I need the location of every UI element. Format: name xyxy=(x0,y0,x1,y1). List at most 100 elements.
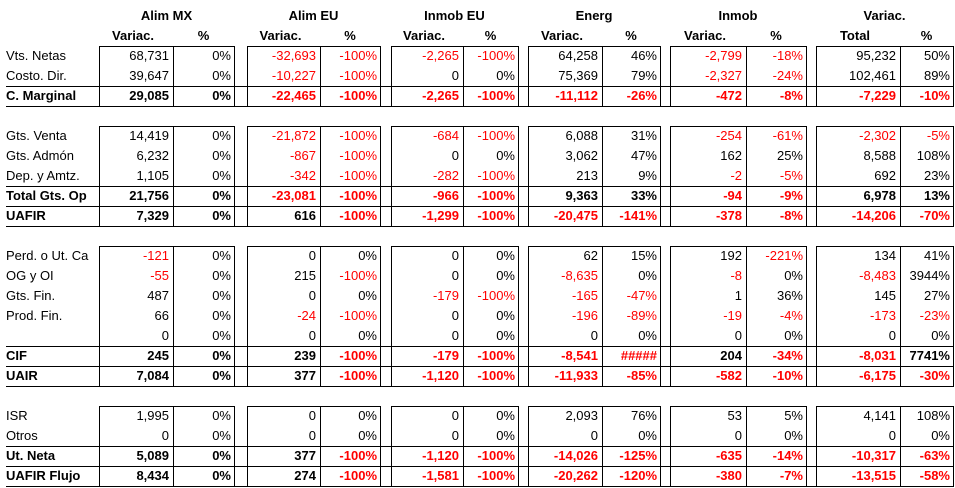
cell-value: -11,112 xyxy=(555,88,598,103)
cell-value: -6,175 xyxy=(859,368,896,383)
cell-value: 66 xyxy=(154,308,169,323)
group-top-border xyxy=(816,126,954,127)
cell-value: 8,434 xyxy=(136,468,169,483)
cell-value: -254 xyxy=(715,128,742,143)
cell-value: -14,206 xyxy=(851,208,896,223)
cell-percent: -100% xyxy=(339,448,377,463)
row-top-border xyxy=(6,466,954,467)
group-top-border xyxy=(816,246,954,247)
cell-percent: 9% xyxy=(638,168,657,183)
cell-percent: 5% xyxy=(784,408,803,423)
group-left-border xyxy=(528,406,529,487)
cell-value: -121 xyxy=(142,248,169,263)
row-label: UAFIR Flujo xyxy=(6,468,81,483)
cell-percent: -85% xyxy=(626,368,657,383)
cell-percent: 23% xyxy=(923,168,950,183)
cell-percent: -100% xyxy=(339,48,377,63)
row-label: UAIR xyxy=(6,368,38,383)
cell-value: -13,515 xyxy=(851,468,896,483)
group-top-border xyxy=(247,126,381,127)
group-right-border xyxy=(806,46,807,107)
cell-percent: -100% xyxy=(339,68,377,83)
cell-value: -24 xyxy=(297,308,316,323)
cell-value: -2,265 xyxy=(422,48,459,63)
cell-value: 62 xyxy=(583,248,598,263)
group-mid-border xyxy=(746,246,747,387)
cell-percent: 0% xyxy=(212,148,231,163)
cell-value: -2,265 xyxy=(422,88,459,103)
cell-value: -10,227 xyxy=(271,68,316,83)
row-label: Prod. Fin. xyxy=(6,308,63,323)
group-bottom-border xyxy=(528,486,661,487)
group-bottom-border xyxy=(670,226,807,227)
cell-percent: 0% xyxy=(212,168,231,183)
cell-value: 0 xyxy=(451,248,459,263)
cell-value: -20,262 xyxy=(553,468,598,483)
row-label: Perd. o Ut. Ca xyxy=(6,248,89,263)
cell-value: 692 xyxy=(874,168,896,183)
group-left-border xyxy=(528,46,529,107)
group-left-border xyxy=(670,406,671,487)
cell-percent: 0% xyxy=(496,268,515,283)
cell-value: 95,232 xyxy=(856,48,896,63)
cell-percent: 0% xyxy=(358,408,377,423)
cell-percent: -30% xyxy=(919,368,950,383)
group-top-border xyxy=(528,46,661,47)
cell-value: 68,731 xyxy=(129,48,169,63)
group-left-border xyxy=(670,46,671,107)
group-header-variac: Variac. xyxy=(541,28,583,43)
group-right-border xyxy=(953,246,954,387)
group-left-border xyxy=(391,126,392,227)
cell-value: 0 xyxy=(451,308,459,323)
group-right-border xyxy=(518,46,519,107)
group-mid-border xyxy=(320,246,321,387)
cell-value: 134 xyxy=(874,248,896,263)
cell-value: 0 xyxy=(590,328,598,343)
cell-value: 377 xyxy=(294,368,316,383)
group-right-border xyxy=(380,246,381,387)
group-right-border xyxy=(234,46,235,107)
cell-value: -10,317 xyxy=(851,448,896,463)
cell-percent: -100% xyxy=(477,48,515,63)
group-left-border xyxy=(99,406,100,487)
cell-value: 6,088 xyxy=(565,128,598,143)
cell-value: -22,465 xyxy=(271,88,316,103)
group-header-pct: % xyxy=(625,28,637,43)
cell-percent: -9% xyxy=(779,188,803,203)
group-left-border xyxy=(99,126,100,227)
group-mid-border xyxy=(746,46,747,107)
row-label: CIF xyxy=(6,348,27,363)
cell-value: -8,635 xyxy=(561,268,598,283)
cell-percent: -100% xyxy=(339,348,377,363)
cell-percent: 25% xyxy=(776,148,803,163)
group-top-border xyxy=(670,246,807,247)
cell-value: 4,141 xyxy=(863,408,896,423)
cell-value: -380 xyxy=(715,468,742,483)
group-header-title: Energ xyxy=(575,8,613,23)
cell-percent: 36% xyxy=(776,288,803,303)
group-top-border xyxy=(99,406,235,407)
cell-value: 102,461 xyxy=(849,68,896,83)
cell-value: 0 xyxy=(451,268,459,283)
group-right-border xyxy=(518,406,519,487)
cell-value: 5,089 xyxy=(136,448,169,463)
group-left-border xyxy=(247,46,248,107)
group-bottom-border xyxy=(816,386,954,387)
cell-percent: -100% xyxy=(339,368,377,383)
group-right-border xyxy=(660,46,661,107)
group-left-border xyxy=(391,406,392,487)
cell-percent: -100% xyxy=(477,448,515,463)
cell-value: 0 xyxy=(590,428,598,443)
cell-value: -582 xyxy=(715,368,742,383)
row-top-border xyxy=(6,186,954,187)
cell-percent: -100% xyxy=(477,368,515,383)
cell-value: 0 xyxy=(734,328,742,343)
group-bottom-border xyxy=(247,486,381,487)
cell-percent: -23% xyxy=(919,308,950,323)
group-top-border xyxy=(670,46,807,47)
group-top-border xyxy=(816,46,954,47)
cell-value: 245 xyxy=(147,348,169,363)
cell-value: -2,302 xyxy=(859,128,896,143)
row-top-border xyxy=(6,446,954,447)
cell-percent: -7% xyxy=(779,468,803,483)
